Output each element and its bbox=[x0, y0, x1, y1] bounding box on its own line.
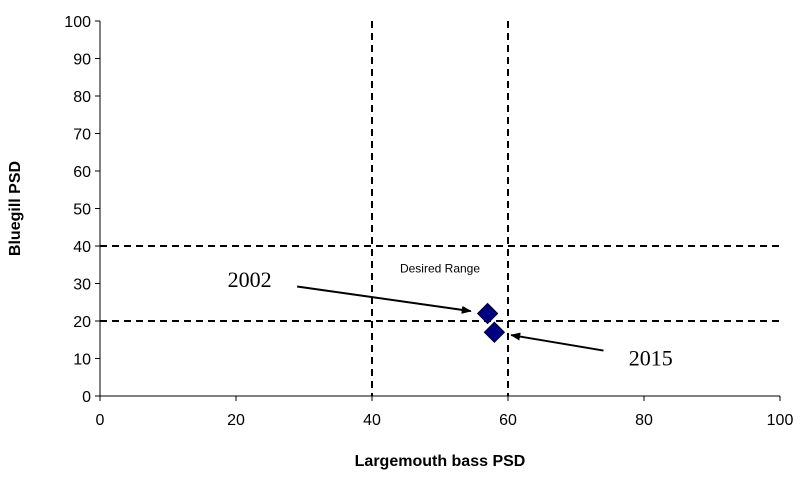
axes: 0 10 20 30 40 50 60 70 80 90 100 0 20 40 60 80 100 bbox=[64, 14, 793, 429]
x-tick-label: 40 bbox=[363, 412, 381, 429]
y-tick-label: 50 bbox=[73, 202, 91, 219]
y-tick-label: 90 bbox=[73, 52, 91, 69]
y-tick-label: 60 bbox=[73, 164, 91, 181]
x-axis-title: Largemouth bass PSD bbox=[355, 453, 526, 470]
x-tick-label: 0 bbox=[96, 412, 105, 429]
annotations: 2002 2015 bbox=[228, 267, 673, 371]
data-points bbox=[476, 302, 506, 343]
annotation-label: 2015 bbox=[629, 346, 673, 371]
x-tick-label: 20 bbox=[227, 412, 245, 429]
annotation-arrow bbox=[510, 332, 604, 352]
y-tick-label: 20 bbox=[73, 314, 91, 331]
y-tick-label: 0 bbox=[82, 389, 91, 406]
y-tick-label: 100 bbox=[64, 14, 91, 31]
data-point-marker bbox=[483, 321, 506, 343]
y-tick-label: 10 bbox=[73, 352, 91, 369]
annotation-label: 2002 bbox=[228, 267, 272, 292]
y-tick-label: 70 bbox=[73, 127, 91, 144]
reference-lines bbox=[100, 21, 780, 396]
x-tick-label: 60 bbox=[499, 412, 517, 429]
y-tick-label: 80 bbox=[73, 89, 91, 106]
data-point-marker bbox=[476, 302, 499, 325]
y-axis-title: Bluegill PSD bbox=[7, 161, 24, 256]
y-tick-label: 30 bbox=[73, 277, 91, 294]
desired-range-label: Desired Range bbox=[400, 261, 480, 275]
y-tick-label: 40 bbox=[73, 239, 91, 256]
x-tick-label: 80 bbox=[635, 412, 653, 429]
annotation-arrow bbox=[296, 285, 472, 314]
x-tick-label: 100 bbox=[767, 412, 794, 429]
